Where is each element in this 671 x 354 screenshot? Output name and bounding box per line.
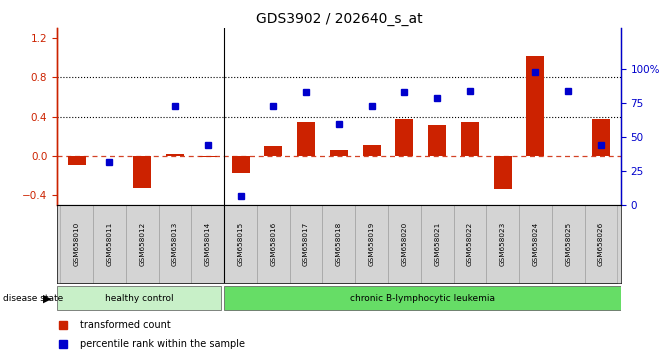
Bar — [166, 154, 184, 156]
Bar — [224, 205, 257, 283]
Text: GSM658013: GSM658013 — [172, 222, 178, 266]
Text: GSM658011: GSM658011 — [107, 222, 113, 266]
Bar — [126, 205, 158, 283]
Text: healthy control: healthy control — [105, 294, 173, 303]
Bar — [60, 205, 93, 283]
Bar — [199, 156, 217, 157]
Text: GSM658026: GSM658026 — [598, 222, 604, 266]
Bar — [297, 122, 315, 156]
Bar — [395, 119, 413, 156]
Text: GSM658024: GSM658024 — [533, 222, 538, 266]
Bar — [191, 205, 224, 283]
Text: GSM658016: GSM658016 — [270, 222, 276, 266]
Bar — [421, 205, 454, 283]
Bar — [552, 205, 584, 283]
Bar — [592, 119, 610, 156]
Bar — [454, 205, 486, 283]
Bar — [68, 156, 86, 165]
Text: GSM658023: GSM658023 — [500, 222, 506, 266]
Bar — [57, 286, 221, 310]
Text: transformed count: transformed count — [80, 320, 170, 330]
Bar — [519, 205, 552, 283]
Bar — [428, 125, 446, 156]
Bar — [93, 205, 126, 283]
Bar — [355, 205, 388, 283]
Bar — [486, 205, 519, 283]
Bar — [584, 205, 617, 283]
Text: GSM658025: GSM658025 — [565, 222, 571, 266]
Bar — [494, 156, 512, 189]
Text: GSM658021: GSM658021 — [434, 222, 440, 266]
Bar — [290, 205, 323, 283]
Bar — [461, 122, 479, 156]
Text: GSM658014: GSM658014 — [205, 222, 211, 266]
Text: GSM658015: GSM658015 — [238, 222, 244, 266]
Bar — [134, 156, 151, 188]
Text: GSM658020: GSM658020 — [401, 222, 407, 266]
Text: chronic B-lymphocytic leukemia: chronic B-lymphocytic leukemia — [350, 294, 495, 303]
Text: GSM658012: GSM658012 — [140, 222, 145, 266]
Text: GSM658010: GSM658010 — [74, 222, 80, 266]
Bar — [388, 205, 421, 283]
Text: percentile rank within the sample: percentile rank within the sample — [80, 339, 245, 349]
Text: GSM658018: GSM658018 — [336, 222, 342, 266]
Bar — [224, 286, 621, 310]
Text: GSM658017: GSM658017 — [303, 222, 309, 266]
Text: GSM658022: GSM658022 — [467, 222, 473, 266]
Bar — [257, 205, 290, 283]
Bar — [231, 156, 250, 173]
Title: GDS3902 / 202640_s_at: GDS3902 / 202640_s_at — [256, 12, 422, 26]
Text: GSM658019: GSM658019 — [368, 222, 374, 266]
Text: disease state: disease state — [3, 294, 64, 303]
Bar — [264, 146, 282, 156]
Bar — [158, 205, 191, 283]
Bar — [527, 56, 544, 156]
Bar — [362, 145, 380, 156]
Bar — [323, 205, 355, 283]
Text: ▶: ▶ — [43, 293, 51, 303]
Bar — [330, 150, 348, 156]
